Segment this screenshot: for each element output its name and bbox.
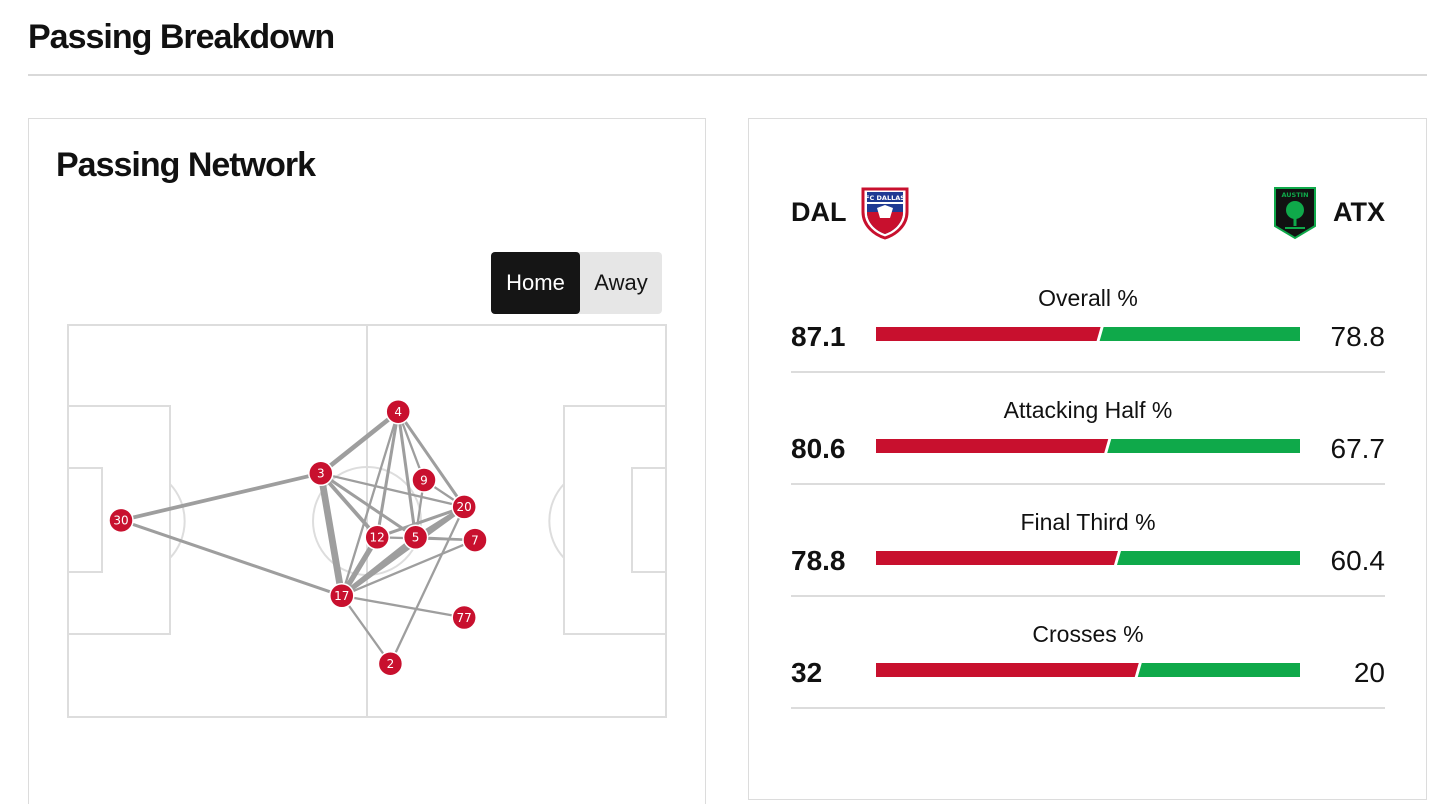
stat-label: Overall % <box>1038 285 1138 311</box>
pitch-diagram: 4 3 9 20 30 12 5 7 17 77 2 <box>67 324 667 718</box>
player-node-4[interactable]: 4 <box>385 398 411 425</box>
stat-bar-away <box>1107 439 1300 453</box>
player-number: 5 <box>412 531 420 545</box>
austin-fc-crest-icon: AUSTIN <box>1274 187 1316 240</box>
stat-bar-home <box>876 327 1101 341</box>
player-node-5[interactable]: 5 <box>402 524 429 551</box>
stat-home-value: 32 <box>791 657 823 688</box>
player-node-circle <box>377 650 404 677</box>
passing-network-panel: Passing Network Home Away 4 3 9 20 30 12 5 7 17 7… <box>28 118 706 804</box>
toggle-home-button[interactable]: Home <box>491 252 580 314</box>
player-number: 12 <box>370 531 385 545</box>
stat-bar <box>876 327 1300 341</box>
toggle-away-button[interactable]: Away <box>594 270 648 295</box>
player-node-circle <box>308 460 334 487</box>
passing-stats-panel: DAL FC DALLAS AUSTIN ATX Overall % 87.1 … <box>748 118 1427 800</box>
pass-link-17-20 <box>339 504 467 599</box>
stat-home-value: 80.6 <box>791 433 846 464</box>
stat-row-final-third: Final Third % 78.8 60.4 <box>791 509 1385 621</box>
player-number: 3 <box>317 467 325 481</box>
stat-away-value: 67.7 <box>1330 433 1386 464</box>
stat-divider <box>791 707 1385 709</box>
player-node-12[interactable]: 12 <box>364 524 390 551</box>
home-team-abbr: DAL <box>791 197 847 227</box>
pass-link-30-3 <box>119 471 323 523</box>
pass-link-3-5 <box>319 471 418 539</box>
passing-network-title: Passing Network <box>56 146 316 184</box>
stat-away-value: 60.4 <box>1330 545 1386 576</box>
stat-label: Attacking Half % <box>1003 397 1173 423</box>
player-node-circle <box>451 494 477 520</box>
stat-bar <box>876 551 1300 565</box>
player-node-circle <box>451 604 477 631</box>
pass-link-4-5 <box>396 410 418 539</box>
player-node-2[interactable]: 2 <box>377 650 404 677</box>
stat-bar-away <box>1116 551 1300 565</box>
stat-away-value: 20 <box>1353 657 1385 688</box>
stat-bar <box>876 439 1300 453</box>
player-number: 9 <box>420 473 428 487</box>
player-node-circle <box>402 524 429 551</box>
player-nodes: 4 3 9 20 30 12 5 7 17 77 2 <box>108 398 488 677</box>
title-divider <box>28 74 1427 76</box>
player-number: 30 <box>113 514 128 528</box>
stat-row-crosses: Crosses % 32 20 <box>791 621 1385 733</box>
pass-link-3-4 <box>318 409 401 476</box>
player-node-circle <box>462 527 488 553</box>
player-number: 77 <box>457 611 472 625</box>
player-number: 4 <box>394 405 402 419</box>
player-number: 17 <box>334 589 349 603</box>
stat-row-overall: Overall % 87.1 78.8 <box>791 285 1385 397</box>
page-title: Passing Breakdown <box>28 18 335 56</box>
player-node-circle <box>385 398 411 425</box>
pass-link-3-17 <box>317 469 346 600</box>
pass-link-30-17 <box>119 518 344 598</box>
player-node-20[interactable]: 20 <box>451 494 477 520</box>
away-crest-text: AUSTIN <box>1281 191 1308 199</box>
stat-bar-home <box>876 663 1139 677</box>
player-node-circle <box>411 467 437 493</box>
player-node-9[interactable]: 9 <box>411 467 437 493</box>
player-node-7[interactable]: 7 <box>462 527 488 553</box>
stat-row-attacking-half: Attacking Half % 80.6 67.7 <box>791 397 1385 509</box>
home-crest-text: FC DALLAS <box>865 194 905 202</box>
player-node-circle <box>108 507 134 534</box>
player-node-circle <box>364 524 390 551</box>
player-node-30[interactable]: 30 <box>108 507 134 534</box>
stat-divider <box>791 483 1385 485</box>
pass-link-17-2 <box>340 594 392 665</box>
player-node-17[interactable]: 17 <box>329 583 355 609</box>
stat-bar-home <box>876 551 1118 565</box>
stat-bar-away <box>1137 663 1300 677</box>
pass-link-3-12 <box>318 471 380 540</box>
stat-label: Final Third % <box>1020 509 1156 535</box>
stat-home-value: 87.1 <box>791 321 846 352</box>
home-away-toggle: Home Away <box>491 252 662 314</box>
stat-label: Crosses % <box>1032 621 1144 647</box>
pass-link-4-17 <box>340 410 400 597</box>
player-number: 20 <box>457 500 472 514</box>
fc-dallas-crest-icon: FC DALLAS <box>861 187 909 240</box>
stat-bar <box>876 663 1300 677</box>
stat-bar-away <box>1099 327 1300 341</box>
player-node-3[interactable]: 3 <box>308 460 334 487</box>
stat-divider <box>791 595 1385 597</box>
pass-link-4-12 <box>375 410 400 539</box>
pass-link-3-20 <box>319 472 466 509</box>
player-number: 2 <box>387 657 395 671</box>
player-node-77[interactable]: 77 <box>451 604 477 631</box>
away-team-abbr: ATX <box>1333 197 1385 227</box>
player-node-circle <box>329 583 355 609</box>
pass-link-17-7 <box>340 538 477 597</box>
stat-away-value: 78.8 <box>1330 321 1386 352</box>
pass-link-4-20 <box>396 410 466 509</box>
pitch-markings <box>67 324 667 718</box>
pass-link-12-20 <box>375 505 466 539</box>
pass-link-17-77 <box>340 594 466 619</box>
stat-home-value: 78.8 <box>791 545 846 576</box>
pass-link-2-20 <box>389 505 466 665</box>
stat-divider <box>791 371 1385 373</box>
player-number: 7 <box>471 533 479 547</box>
stat-bar-home <box>876 439 1109 453</box>
